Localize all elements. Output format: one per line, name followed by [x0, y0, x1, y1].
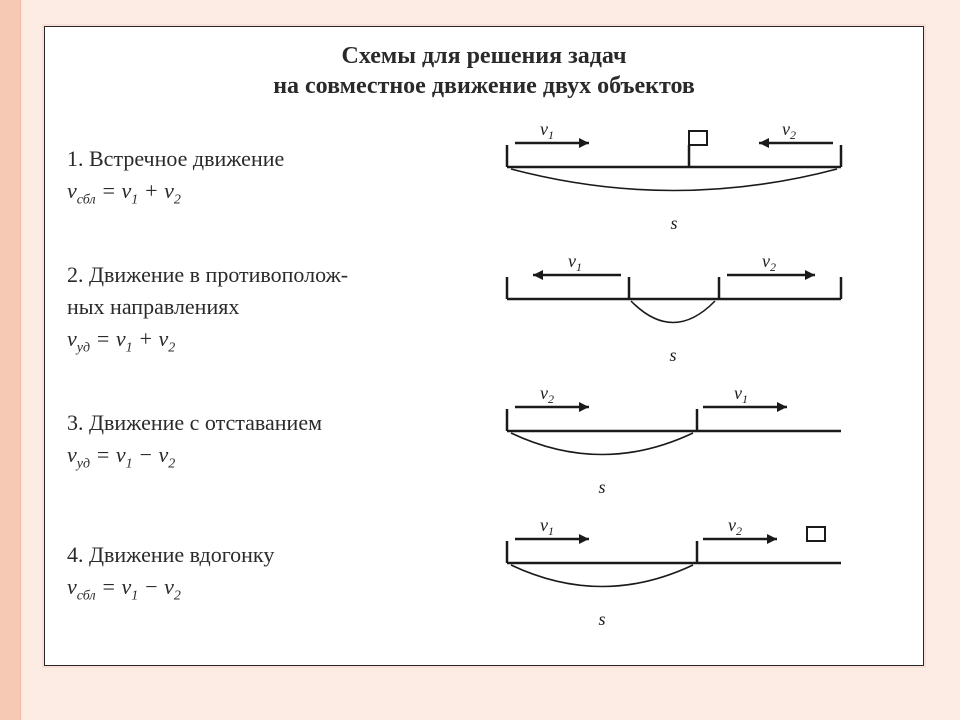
scheme-3-diagram: v2 v1 s [507, 381, 867, 501]
svg-text:v2: v2 [762, 251, 776, 274]
scheme-2: 2. Движение в противополож- ных направле… [67, 243, 901, 375]
scheme-3-formula: vуд = v1 − v2 [67, 442, 175, 467]
svg-text:v1: v1 [734, 383, 748, 406]
scheme-3-text: 3. Движение с отставанием vуд = v1 − v2 [67, 407, 507, 475]
scheme-1-formula: vсбл = v1 + v2 [67, 178, 181, 203]
scheme-4-text: 4. Движение вдогонку vсбл = v1 − v2 [67, 539, 507, 607]
svg-text:s: s [670, 213, 677, 233]
scheme-4-diagram: v1 v2 s [507, 513, 867, 633]
svg-text:s: s [598, 477, 605, 497]
panel-title: Схемы для решения задач на совместное дв… [67, 41, 901, 101]
title-line-1: Схемы для решения задач [342, 43, 627, 69]
scheme-2-formula: vуд = v1 + v2 [67, 326, 175, 351]
scheme-4-formula: vсбл = v1 − v2 [67, 574, 181, 599]
scheme-2-text: 2. Движение в противополож- ных направле… [67, 259, 507, 358]
svg-text:v2: v2 [782, 119, 796, 142]
scheme-4: 4. Движение вдогонку vсбл = v1 − v2 v1 v2… [67, 507, 901, 639]
svg-text:v1: v1 [540, 119, 554, 142]
svg-text:v1: v1 [540, 515, 554, 538]
svg-text:v2: v2 [540, 383, 554, 406]
scheme-1-diagram: v1 v2 s [507, 117, 867, 237]
scheme-2-diagram: v1 v2 s [507, 249, 867, 369]
scheme-3: 3. Движение с отставанием vуд = v1 − v2 … [67, 375, 901, 507]
svg-text:v1: v1 [568, 251, 582, 274]
scheme-1: 1. Встречное движение vсбл = v1 + v2 v1v… [67, 111, 901, 243]
svg-text:v2: v2 [728, 515, 742, 538]
svg-text:s: s [598, 609, 605, 629]
title-line-2: на совместное движение двух объектов [273, 73, 695, 99]
svg-text:s: s [669, 345, 676, 365]
scheme-1-text: 1. Встречное движение vсбл = v1 + v2 [67, 143, 507, 211]
reference-panel: Схемы для решения задач на совместное дв… [44, 26, 924, 666]
